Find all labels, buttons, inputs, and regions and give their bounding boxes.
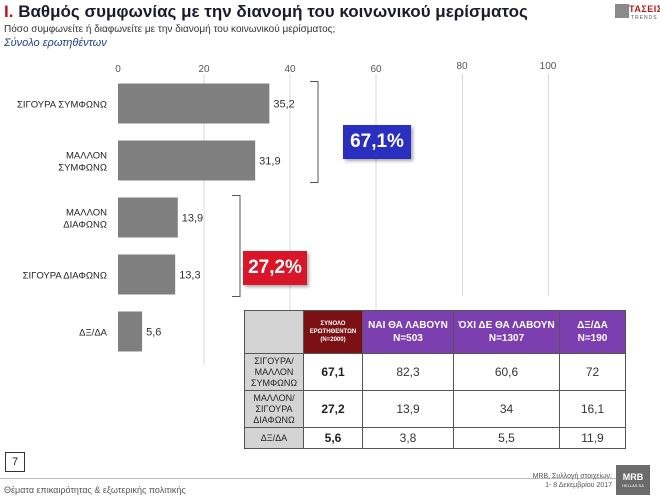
fieldwork-line: 1- 8 Δεκεμβρίου 2017 <box>545 482 612 489</box>
question-subtitle: Πόσο συμφωνείτε ή διαφωνείτε με την διαν… <box>4 24 336 35</box>
bar-value-label: 13,3 <box>179 270 200 282</box>
group-column-header: ΝΑΙ ΘΑ ΛΑΒΟΥΝ Ν=503 <box>362 310 454 354</box>
category-label: ΣΙΓΟΥΡΑ ΔΙΑΦΩΝΩ <box>23 271 107 282</box>
total-header-line: ΕΡΩΤΗΘΕΝΤΩΝ <box>309 329 357 335</box>
total-cell: 5,6 <box>303 427 363 449</box>
group-column-header: ΔΞ/ΔΑ Ν=190 <box>559 310 626 354</box>
row-label-line: ΜΑΛΛΟΝ/ <box>253 392 295 403</box>
row-label-line: ΣΙΓΟΥΡΑ <box>255 403 293 414</box>
logo-mark-icon <box>615 4 629 18</box>
row-label-line: ΣΙΓΟΥΡΑ/ <box>254 355 294 366</box>
page-number: 7 <box>5 452 25 472</box>
bar-value-label: 5,6 <box>146 327 161 339</box>
value-cell: 72 <box>559 353 626 391</box>
value-cell: 5,5 <box>453 427 560 449</box>
category-label: ΔΙΑΦΩΝΩ <box>63 220 107 231</box>
row-label-line: ΔΞ/ΔΑ <box>260 432 288 443</box>
x-tick-label: 20 <box>198 64 210 75</box>
group-header-line: ΔΞ/ΔΑ <box>577 320 608 331</box>
total-cell: 27,2 <box>303 390 363 428</box>
group-column-header: ΌΧΙ ΔΕ ΘΑ ΛΑΒΟΥΝ Ν=1307 <box>453 310 560 354</box>
x-tick-label: 80 <box>456 61 468 72</box>
mrb-logo-text: MRB <box>622 472 644 482</box>
bar <box>118 254 176 295</box>
bar-value-label: 35,2 <box>273 99 294 111</box>
row-label: ΜΑΛΛΟΝ/ ΣΙΓΟΥΡΑ ΔΙΑΦΩΝΩ <box>244 390 304 428</box>
value-cell: 60,6 <box>453 353 560 391</box>
table-row: ΜΑΛΛΟΝ/ ΣΙΓΟΥΡΑ ΔΙΑΦΩΝΩ 27,2 13,9 34 16,… <box>244 390 626 428</box>
group-header-line: Ν=190 <box>577 333 608 344</box>
group-header-line: Ν=1307 <box>488 333 525 344</box>
disagree-total-badge: 27,2% <box>243 251 307 285</box>
row-label: ΔΞ/ΔΑ <box>244 427 304 449</box>
value-cell: 16,1 <box>559 390 626 428</box>
table-header-row: ΣΥΝΟΛΟ ΕΡΩΤΗΘΕΝΤΩΝ (Ν=2000) ΝΑΙ ΘΑ ΛΑΒΟΥ… <box>244 310 626 354</box>
gridline <box>548 74 549 296</box>
total-header-line: ΣΥΝΟΛΟ <box>320 321 346 327</box>
value-cell: 82,3 <box>362 353 454 391</box>
base-label: Σύνολο ερωτηθέντων <box>4 37 107 49</box>
category-label: ΜΑΛΛΟΝ <box>66 208 107 219</box>
footer-divider <box>0 478 620 479</box>
category-label: ΣΥΜΦΩΝΩ <box>58 163 107 174</box>
bar-value-label: 13,9 <box>182 213 203 225</box>
bar <box>118 197 178 238</box>
table-row: ΣΙΓΟΥΡΑ/ ΜΑΛΛΟΝ ΣΥΜΦΩΝΩ 67,1 82,3 60,6 7… <box>244 353 626 391</box>
page-title: I. Βαθμός συμφωνίας με την διανομή του κ… <box>4 2 528 22</box>
results-by-group-table: ΣΥΝΟΛΟ ΕΡΩΤΗΘΕΝΤΩΝ (Ν=2000) ΝΑΙ ΘΑ ΛΑΒΟΥ… <box>244 310 626 449</box>
total-column-header: ΣΥΝΟΛΟ ΕΡΩΤΗΘΕΝΤΩΝ (Ν=2000) <box>303 310 363 354</box>
row-label-line: ΔΙΑΦΩΝΩ <box>253 414 295 425</box>
row-label: ΣΙΓΟΥΡΑ/ ΜΑΛΛΟΝ ΣΥΜΦΩΝΩ <box>244 353 304 391</box>
x-tick-label: 40 <box>284 64 296 75</box>
title-text: Βαθμός συμφωνίας με την διανομή του κοιν… <box>18 2 528 21</box>
logo-text: ΤΑΣΕΙΣ <box>629 4 660 14</box>
fieldwork-note: MRB, Συλλογή στοιχείων: 1- 8 Δεκεμβρίου … <box>500 472 612 490</box>
title-roman-numeral: I. <box>4 2 14 21</box>
group-bracket <box>310 81 319 183</box>
value-cell: 13,9 <box>362 390 454 428</box>
agree-total-badge: 67,1% <box>343 125 411 159</box>
logo-subtext: TRENDS <box>631 15 658 21</box>
row-label-line: ΜΑΛΛΟΝ <box>254 366 294 377</box>
bar-value-label: 31,9 <box>259 156 280 168</box>
total-header-line: (Ν=2000) <box>320 337 346 343</box>
x-tick-label: 0 <box>115 64 121 75</box>
fieldwork-line: MRB, Συλλογή στοιχείων: <box>532 473 612 480</box>
bar <box>118 140 256 181</box>
tasis-logo: ΤΑΣΕΙΣ TRENDS <box>615 4 660 24</box>
gridline <box>462 74 463 296</box>
total-cell: 67,1 <box>303 353 363 391</box>
table-corner-cell <box>244 310 304 354</box>
x-tick-label: 100 <box>539 61 557 72</box>
row-label-line: ΣΥΜΦΩΝΩ <box>250 377 298 388</box>
group-header-line: ΝΑΙ ΘΑ ΛΑΒΟΥΝ <box>368 320 448 331</box>
bar <box>118 311 143 352</box>
group-bracket <box>232 195 241 297</box>
value-cell: 34 <box>453 390 560 428</box>
category-label: ΜΑΛΛΟΝ <box>66 151 107 162</box>
footer-section-title: Θέματα επικαιρότητας & εξωτερικής πολιτι… <box>4 485 186 495</box>
bar <box>118 83 270 124</box>
mrb-logo: MRB HELLAS SA <box>616 465 650 495</box>
mrb-logo-subtext: HELLAS SA <box>622 483 644 488</box>
value-cell: 11,9 <box>559 427 626 449</box>
group-header-line: Ν=503 <box>393 333 423 344</box>
x-tick-label: 60 <box>370 64 382 75</box>
category-label: ΣΙΓΟΥΡΑ ΣΥΜΦΩΝΩ <box>17 100 107 111</box>
group-header-line: ΌΧΙ ΔΕ ΘΑ ΛΑΒΟΥΝ <box>458 320 555 331</box>
value-cell: 3,8 <box>362 427 454 449</box>
category-label: ΔΞ/ΔΑ <box>79 328 108 339</box>
table-row: ΔΞ/ΔΑ 5,6 3,8 5,5 11,9 <box>244 427 626 449</box>
